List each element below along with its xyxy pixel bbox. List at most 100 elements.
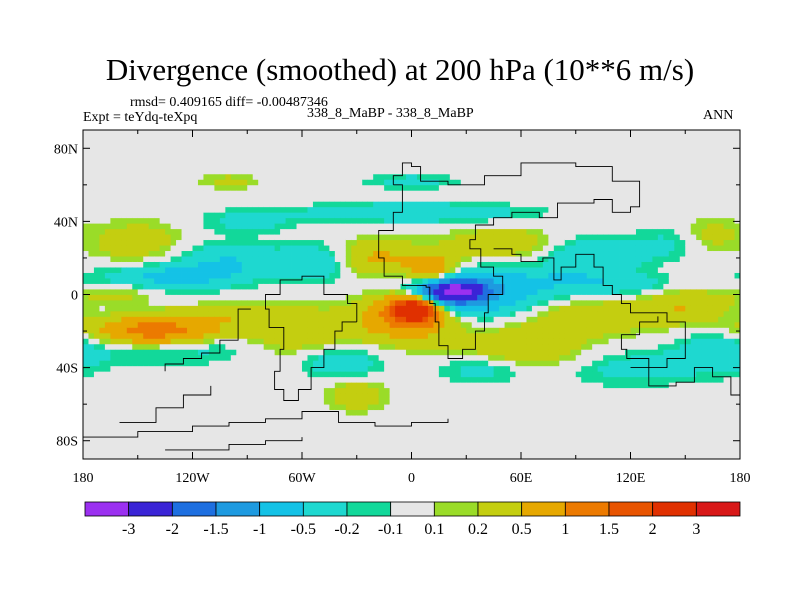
heat-cell — [247, 360, 254, 367]
heat-cell — [312, 162, 319, 169]
heat-cell — [400, 130, 407, 136]
heat-cell — [241, 415, 248, 422]
heat-cell — [88, 157, 95, 164]
heat-cell — [334, 426, 341, 432]
heat-cell — [416, 201, 423, 208]
heat-cell — [236, 332, 243, 339]
heat-cell — [488, 201, 495, 208]
heat-cell — [236, 289, 243, 295]
heat-cell — [499, 239, 505, 246]
heat-cell — [83, 250, 89, 257]
heat-cell — [274, 283, 281, 290]
heat-cell — [323, 151, 330, 158]
heat-cell — [219, 453, 226, 460]
heat-cell — [137, 431, 144, 438]
heat-cell — [499, 354, 505, 361]
heat-cell — [395, 289, 401, 295]
heat-cell — [280, 316, 286, 323]
heat-cell — [132, 217, 139, 224]
heat-cell — [323, 404, 330, 411]
heat-cell — [241, 245, 248, 252]
heat-cell — [312, 332, 319, 339]
heat-cell — [154, 228, 161, 235]
heat-cell — [274, 305, 281, 312]
heat-cell — [521, 404, 527, 411]
heat-cell — [323, 343, 330, 350]
heat-cell — [449, 431, 456, 438]
heat-cell — [225, 283, 232, 290]
heat-cell — [477, 437, 484, 443]
heat-cell — [121, 212, 128, 219]
heat-cell — [121, 299, 128, 306]
heat-cell — [323, 217, 330, 224]
heat-cell — [515, 151, 522, 158]
heat-cell — [99, 206, 106, 213]
heat-cell — [258, 184, 265, 191]
heat-cell — [455, 135, 462, 142]
heat-cell — [411, 299, 418, 306]
heat-cell — [247, 278, 254, 284]
heat-cell — [400, 321, 407, 328]
heat-cell — [208, 267, 215, 273]
heat-cell — [482, 299, 489, 306]
heat-cell — [187, 437, 193, 443]
heat-cell — [263, 404, 270, 411]
heat-cell — [192, 321, 199, 328]
heat-cell — [83, 376, 89, 383]
heat-cell — [121, 157, 128, 164]
heat-cell — [192, 343, 199, 350]
heat-cell — [466, 420, 473, 427]
heat-cell — [367, 267, 374, 273]
heat-cell — [373, 442, 380, 449]
heat-cell — [132, 130, 139, 136]
heat-cell — [531, 151, 538, 158]
heat-cell — [192, 146, 199, 153]
heat-cell — [154, 332, 161, 339]
heat-cell — [416, 146, 423, 153]
heat-cell — [159, 272, 166, 279]
heat-cell — [263, 360, 270, 367]
heat-cell — [334, 354, 341, 361]
heat-cell — [104, 245, 111, 252]
heat-cell — [531, 398, 538, 405]
heat-cell — [373, 206, 380, 213]
heat-cell — [455, 162, 462, 169]
heat-cell — [154, 431, 161, 438]
heat-cell — [389, 299, 396, 306]
heat-cell — [137, 332, 144, 339]
heat-cell — [362, 162, 369, 169]
heat-cell — [121, 442, 128, 449]
heat-cell — [291, 217, 297, 224]
heat-cell — [477, 190, 484, 197]
heat-cell — [477, 305, 484, 312]
heat-cell — [427, 442, 434, 449]
heat-cell — [208, 404, 215, 411]
heat-cell — [230, 415, 237, 422]
heat-cell — [165, 179, 171, 186]
heat-cell — [219, 305, 226, 312]
heat-cell — [126, 184, 133, 191]
heat-cell — [291, 305, 297, 312]
heat-cell — [104, 162, 111, 169]
heat-cell — [521, 168, 527, 175]
heat-cell — [395, 195, 401, 202]
heat-cell — [181, 179, 188, 186]
heat-cell — [389, 223, 396, 230]
heat-cell — [88, 420, 95, 427]
heat-cell — [296, 130, 303, 136]
heat-cell — [225, 387, 232, 394]
heat-cell — [504, 212, 511, 219]
heat-cell — [307, 140, 314, 147]
heat-cell — [302, 206, 308, 213]
heat-cell — [471, 332, 478, 339]
heat-cell — [499, 179, 505, 186]
heat-cell — [367, 371, 374, 378]
heat-cell — [323, 261, 330, 268]
heat-cell — [510, 442, 516, 449]
heat-cell — [466, 234, 473, 241]
heat-cell — [83, 371, 89, 378]
heat-cell — [285, 173, 292, 180]
heat-cell — [444, 283, 451, 290]
heat-cell — [181, 398, 188, 405]
heat-cell — [302, 431, 308, 438]
